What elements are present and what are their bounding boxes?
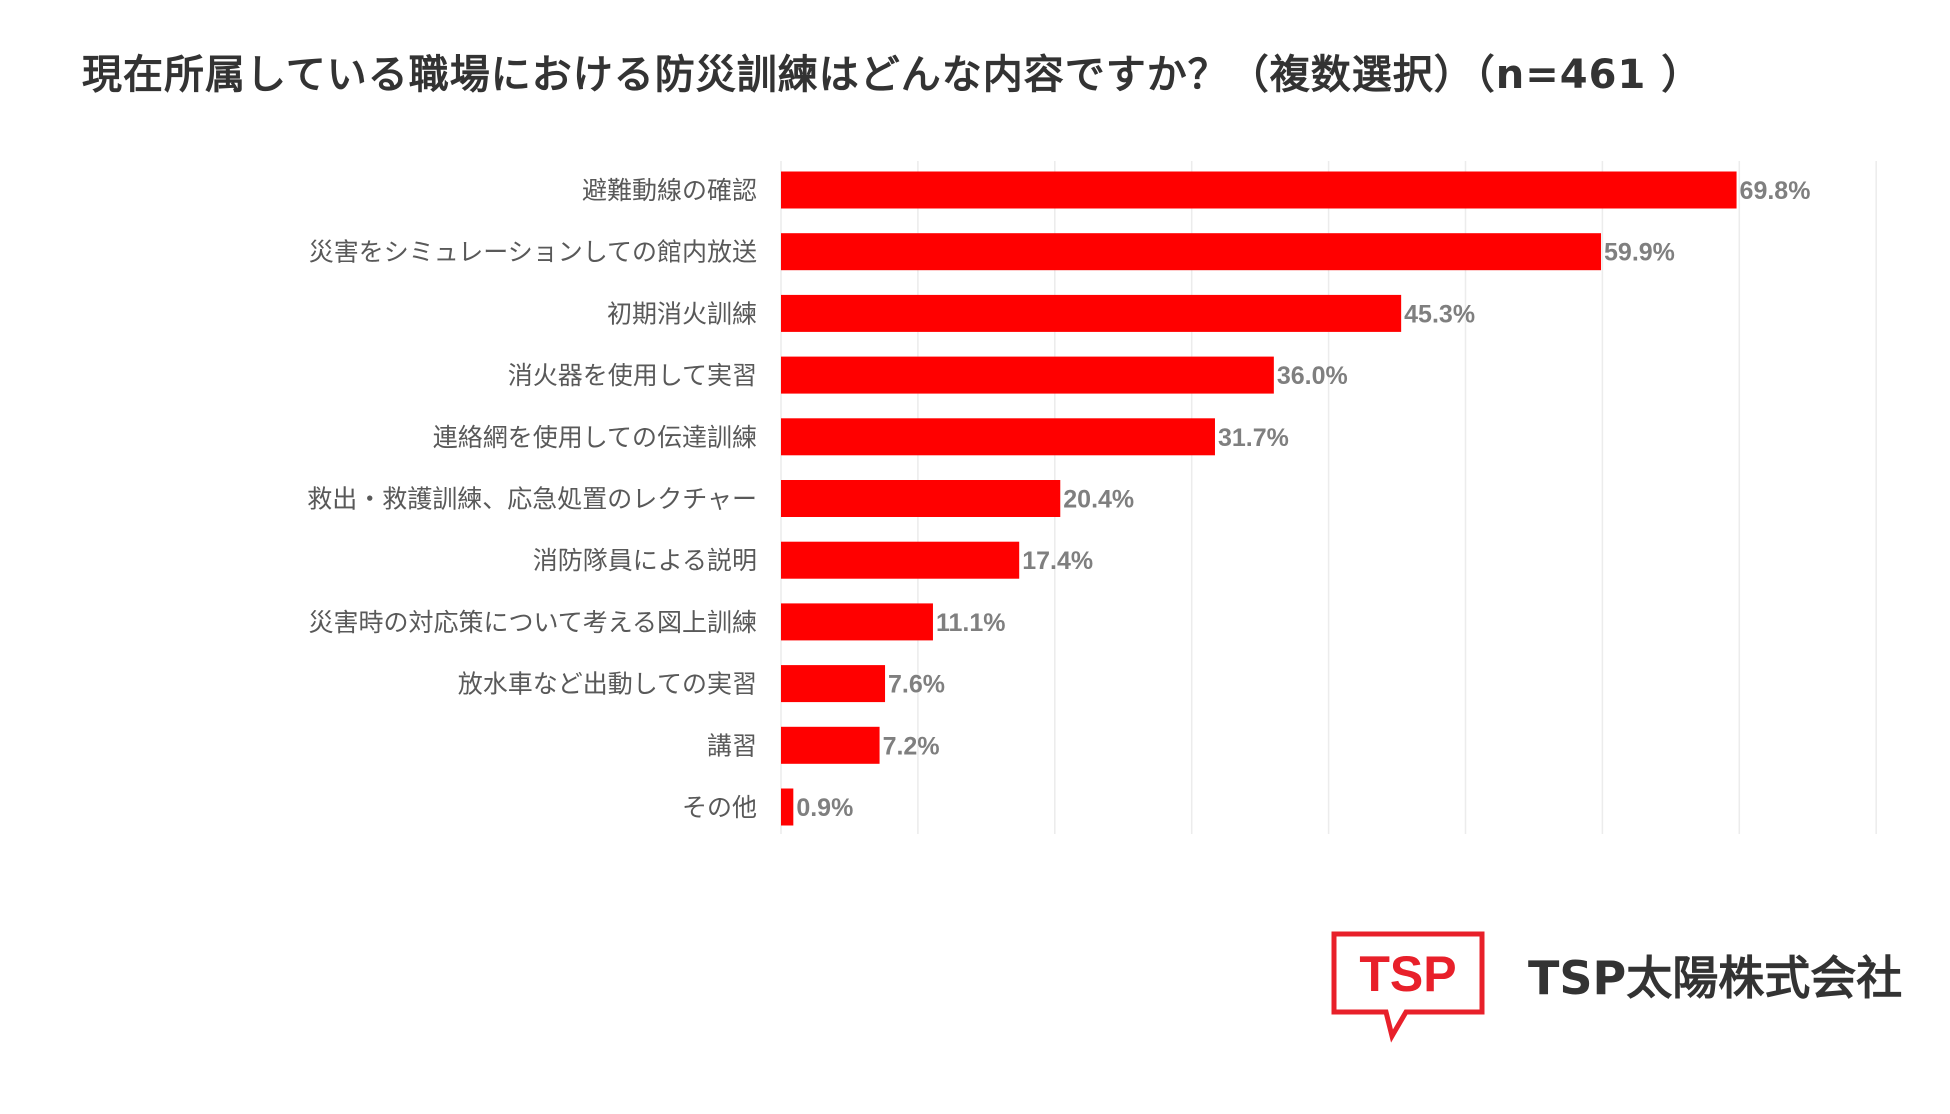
value-label: 7.6% <box>888 671 945 699</box>
category-label: 災害をシミュレーションしての館内放送 <box>309 238 757 267</box>
category-label: 救出・救護訓練、応急処置のレクチャー <box>307 485 757 514</box>
category-label: 講習 <box>707 731 757 760</box>
company-name: TSP太陽株式会社 <box>1528 951 1903 1005</box>
bar <box>781 418 1215 456</box>
tsp-logo: TSP <box>1331 931 1485 1043</box>
bar <box>781 294 1402 332</box>
value-label: 45.3% <box>1404 300 1475 328</box>
bar <box>781 480 1061 517</box>
category-label: 避難動線の確認 <box>582 176 757 205</box>
value-label: 36.0% <box>1277 362 1348 390</box>
value-label: 59.9% <box>1604 239 1675 267</box>
logo-text: TSP <box>1359 946 1456 1002</box>
bar <box>781 541 1020 579</box>
category-label: 初期消火訓練 <box>607 299 757 328</box>
category-label: 災害時の対応策について考える図上訓練 <box>308 608 757 637</box>
bar <box>781 171 1737 209</box>
category-label: 放水車など出動しての実習 <box>458 670 757 699</box>
chart-title: 現在所属している職場における防災訓練はどんな内容ですか？（複数選択）（n=461… <box>82 52 1703 98</box>
value-label: 69.8% <box>1740 177 1811 205</box>
value-label: 7.2% <box>883 732 940 760</box>
bar <box>781 665 886 703</box>
category-label: 消防隊員による説明 <box>533 546 757 575</box>
bar <box>781 603 933 641</box>
bar <box>781 726 880 764</box>
bar <box>781 356 1274 394</box>
category-label: 消火器を使用して実習 <box>508 361 757 390</box>
bar <box>781 788 794 826</box>
value-label: 31.7% <box>1218 424 1289 452</box>
value-label: 20.4% <box>1063 486 1134 514</box>
category-label: その他 <box>682 793 757 822</box>
value-label: 11.1% <box>936 609 1006 637</box>
category-label: 連絡網を使用しての伝達訓練 <box>433 423 757 452</box>
value-label: 0.9% <box>796 794 853 822</box>
bar <box>781 233 1602 271</box>
value-label: 17.4% <box>1022 547 1093 575</box>
